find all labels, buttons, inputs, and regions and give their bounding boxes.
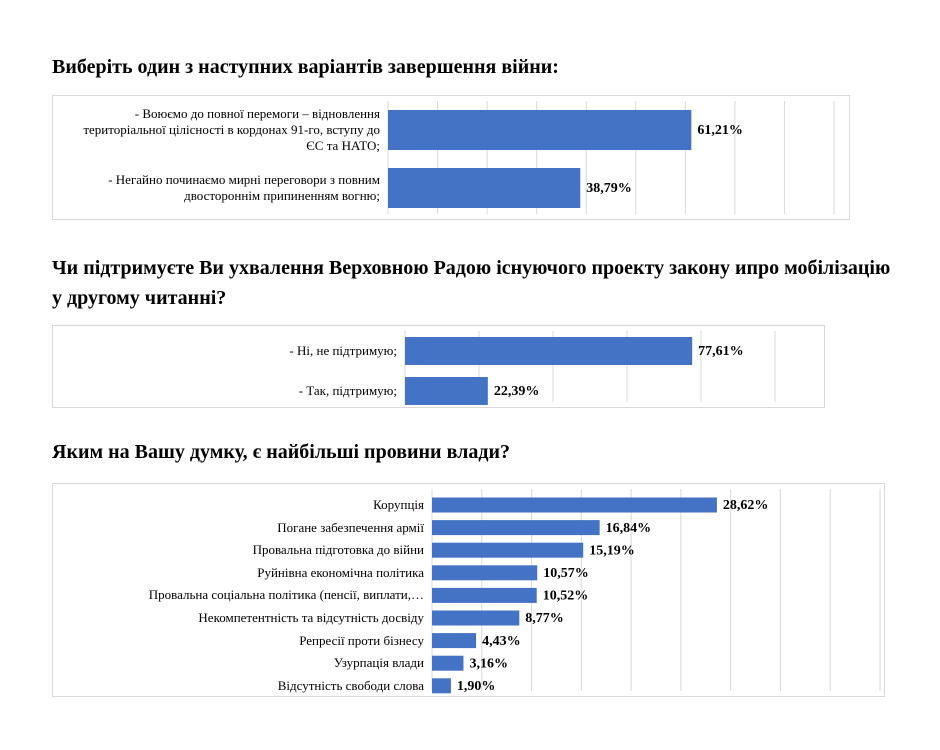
category-label: Руйнівна економічна політика <box>257 564 424 580</box>
value-label: 15,19% <box>589 543 635 558</box>
category-label: - Негайно починаємо мирні переговори з п… <box>108 172 380 203</box>
category-label: - Ні, не підтримую; <box>289 343 397 358</box>
value-label: 1,90% <box>457 679 496 694</box>
category-label: Репресії проти бізнесу <box>299 632 424 648</box>
chart-title: Яким на Вашу думку, є найбільші провини … <box>52 441 510 463</box>
value-label: 77,61% <box>698 344 744 359</box>
value-label: 4,43% <box>482 634 521 649</box>
value-label: 22,39% <box>494 384 540 399</box>
bar <box>405 377 488 405</box>
value-label: 28,62% <box>723 498 769 513</box>
value-label: 3,16% <box>469 656 508 671</box>
bar <box>432 610 520 626</box>
bar <box>388 110 692 150</box>
bar <box>432 633 477 649</box>
category-label: Узурпація влади <box>333 655 424 671</box>
category-label: - Воюємо до повної перемоги – відновленн… <box>83 106 380 153</box>
value-label: 38,79% <box>586 181 632 196</box>
plot-frame <box>52 325 825 408</box>
chart-title: Чи підтримуєте Ви ухвалення Верховною Ра… <box>52 257 891 309</box>
category-label: Провальна підготовка до війни <box>252 542 424 558</box>
bar <box>432 655 464 671</box>
value-label: 8,77% <box>525 611 564 626</box>
category-label: Відсутність свободи слова <box>277 677 424 693</box>
bar <box>432 678 451 694</box>
category-label: Погане забезпечення армії <box>277 519 424 535</box>
bar <box>432 520 600 536</box>
category-label: Провальна соціальна політика (пенсії, ви… <box>148 587 424 603</box>
bar <box>388 168 581 208</box>
value-label: 10,52% <box>543 589 589 604</box>
value-label: 10,57% <box>543 566 589 581</box>
bar <box>432 565 538 581</box>
plot-frame <box>52 483 885 697</box>
plot-frame <box>52 95 850 220</box>
category-label: Некомпетентність та відсутність досвіду <box>198 610 424 625</box>
bar <box>432 497 717 513</box>
bar <box>432 542 584 558</box>
bar <box>432 587 537 603</box>
value-label: 16,84% <box>606 521 652 536</box>
category-label: - Так, підтримую; <box>298 383 397 398</box>
category-label: Корупція <box>373 497 424 512</box>
value-label: 61,21% <box>697 123 743 138</box>
bar <box>405 337 693 365</box>
chart-title: Виберіть один з наступних варіантів заве… <box>52 56 559 78</box>
